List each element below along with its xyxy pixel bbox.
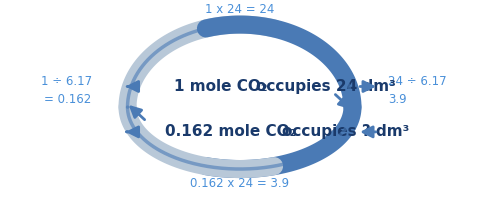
Text: 24 ÷ 6.17
3.9: 24 ÷ 6.17 3.9 bbox=[388, 75, 447, 106]
Text: 1 ÷ 6.17
= 0.162: 1 ÷ 6.17 = 0.162 bbox=[40, 75, 92, 106]
Text: 1 x 24 = 24: 1 x 24 = 24 bbox=[205, 3, 275, 16]
Text: 0.162 x 24 = 3.9: 0.162 x 24 = 3.9 bbox=[191, 177, 289, 190]
Text: 1 mole CO₂: 1 mole CO₂ bbox=[174, 79, 268, 94]
Text: 0.162 mole CO₂: 0.162 mole CO₂ bbox=[165, 124, 296, 139]
Text: occupies 24 dm³: occupies 24 dm³ bbox=[256, 79, 396, 94]
Text: occupies ? dm³: occupies ? dm³ bbox=[282, 124, 409, 139]
